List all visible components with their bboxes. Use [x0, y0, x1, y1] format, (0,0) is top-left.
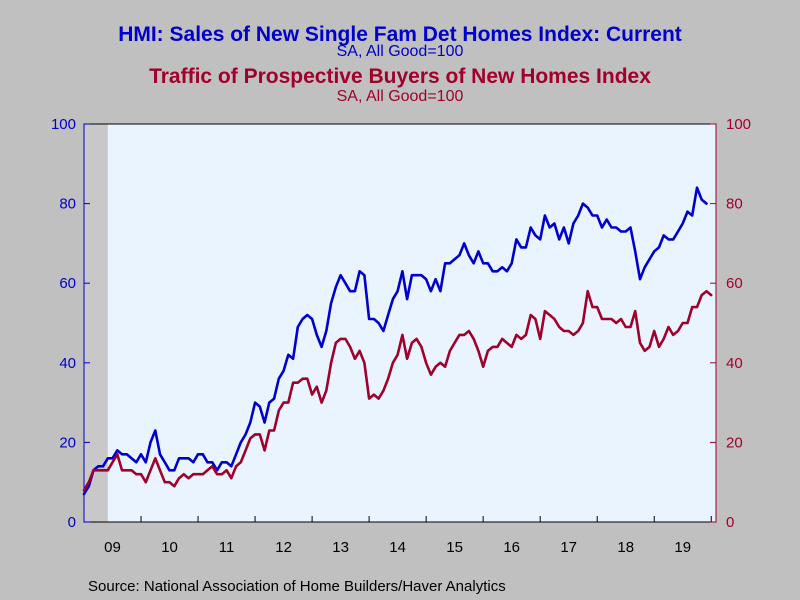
- x-tick-label: 10: [161, 539, 178, 556]
- x-tick-label: 13: [332, 539, 349, 556]
- plot-background: [84, 124, 716, 522]
- right-tick-label: 0: [726, 514, 734, 531]
- left-axis: 0 20 40 60 80 100: [51, 116, 90, 531]
- left-tick-label: 80: [59, 196, 76, 213]
- right-tick-label: 20: [726, 434, 743, 451]
- x-tick-label: 17: [560, 539, 577, 556]
- x-tick-label: 15: [446, 539, 463, 556]
- x-tick-label: 18: [617, 539, 634, 556]
- x-tick-label: 14: [389, 539, 406, 556]
- right-axis: 0 20 40 60 80 100: [710, 116, 751, 531]
- left-tick-label: 0: [68, 514, 76, 531]
- source-note: Source: National Association of Home Bui…: [88, 578, 506, 595]
- x-axis: 09 10 11 12 13 14 15 16 17 18 19: [104, 516, 712, 556]
- subtitle-line-2: SA, All Good=100: [337, 43, 464, 60]
- left-tick-label: 40: [59, 355, 76, 372]
- x-tick-label: 12: [275, 539, 292, 556]
- right-tick-label: 40: [726, 355, 743, 372]
- left-tick-label: 60: [59, 275, 76, 292]
- title-line-3: Traffic of Prospective Buyers of New Hom…: [149, 65, 651, 88]
- traffic-index-line: [82, 289, 713, 492]
- right-tick-label: 60: [726, 275, 743, 292]
- x-tick-label: 09: [104, 539, 121, 556]
- title-line-1: HMI: Sales of New Single Fam Det Homes I…: [118, 23, 682, 46]
- recession-shading: [84, 124, 108, 522]
- right-tick-label: 80: [726, 196, 743, 213]
- x-tick-label: 16: [503, 539, 520, 556]
- x-tick-label: 19: [674, 539, 691, 556]
- sales-index-line: [82, 186, 708, 496]
- plot-area: [83, 123, 717, 523]
- subtitle-line-4: SA, All Good=100: [337, 88, 464, 105]
- left-tick-label: 20: [59, 434, 76, 451]
- x-tick-label: 11: [219, 539, 235, 556]
- right-tick-label: 100: [726, 116, 751, 133]
- series-layer: [82, 186, 713, 496]
- left-tick-label: 100: [51, 116, 76, 133]
